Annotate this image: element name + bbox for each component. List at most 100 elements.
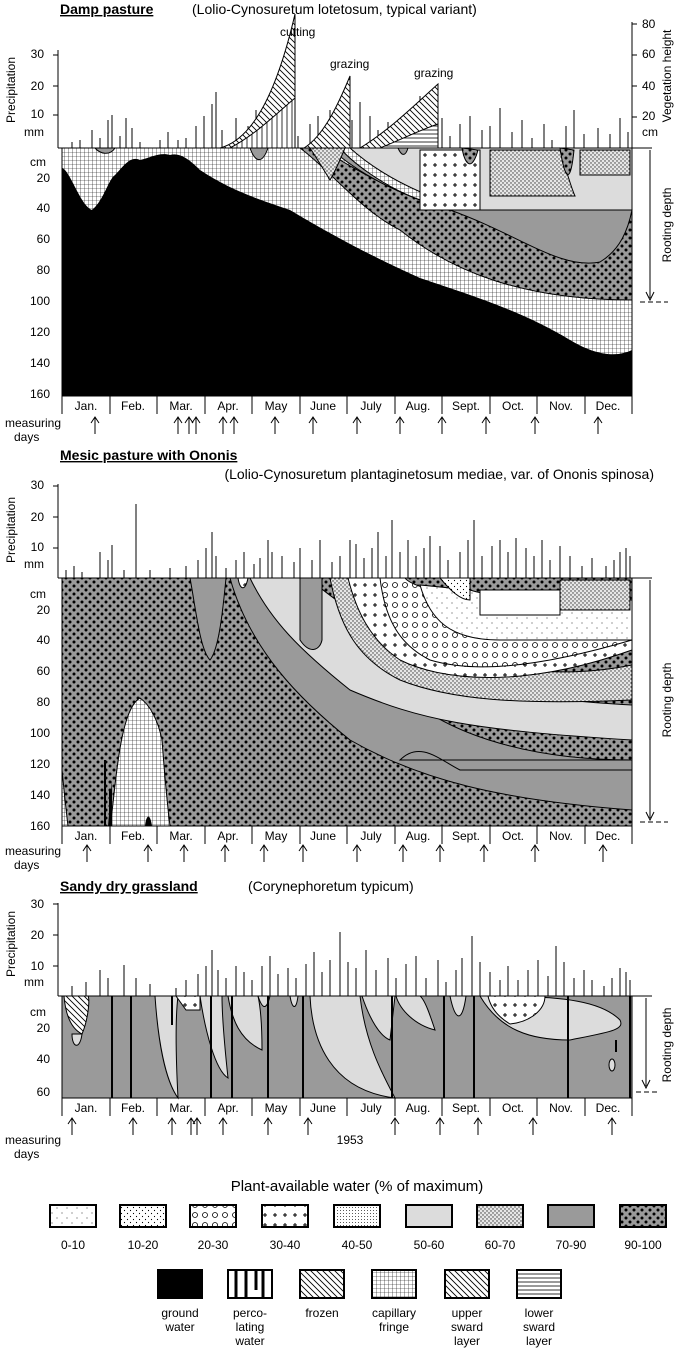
legend-label: sward bbox=[451, 1320, 483, 1334]
month-label: May bbox=[265, 399, 288, 413]
panel-2-subtitle: (Lolio-Cynosuretum plantaginetosum media… bbox=[224, 466, 654, 482]
legend-swatch-20-30 bbox=[189, 1204, 237, 1228]
month-label: Feb. bbox=[121, 399, 145, 413]
panel-1-title: Damp pasture bbox=[60, 1, 154, 17]
month-label: Dec. bbox=[596, 829, 621, 843]
legend-label: 90-100 bbox=[624, 1238, 662, 1252]
measuring-arrows-3 bbox=[67, 1117, 617, 1135]
depth-tick: 160 bbox=[30, 387, 50, 401]
legend-swatch-0-10 bbox=[49, 1204, 97, 1228]
rooting-label: Rooting depth bbox=[660, 1008, 674, 1083]
legend-label: ground bbox=[161, 1306, 198, 1320]
depth-tick: 20 bbox=[37, 1021, 51, 1035]
panel-mesic-pasture: Mesic pasture with Ononis (Lolio-Cynosur… bbox=[4, 447, 674, 872]
month-label: June bbox=[310, 829, 336, 843]
legend-swatch-10-20 bbox=[119, 1204, 167, 1228]
depth-tick: 100 bbox=[30, 726, 50, 740]
precip-tick: 10 bbox=[31, 959, 45, 973]
veg-unit: cm bbox=[642, 125, 658, 139]
depth-unit: cm bbox=[30, 587, 46, 601]
legend-label: layer bbox=[526, 1334, 552, 1348]
precip-tick: 30 bbox=[31, 897, 45, 911]
legend-swatch-70-90 bbox=[547, 1204, 595, 1228]
month-label: Oct. bbox=[502, 399, 524, 413]
legend-other-classes: ground water perco- lating water frozen … bbox=[157, 1269, 562, 1348]
legend-swatch-90-100 bbox=[619, 1204, 667, 1228]
legend-swatch-groundwater bbox=[157, 1269, 203, 1299]
veg-tick: 20 bbox=[642, 109, 656, 123]
depth-tick: 140 bbox=[30, 356, 50, 370]
month-label: June bbox=[310, 1101, 336, 1115]
legend: Plant-available water (% of maximum) 0-1… bbox=[49, 1178, 667, 1348]
legend-swatch-40-50 bbox=[333, 1204, 381, 1228]
month-label: May bbox=[265, 829, 288, 843]
depth-tick: 40 bbox=[37, 1052, 51, 1066]
depth-tick: 160 bbox=[30, 819, 50, 833]
veg-label: Vegetation height bbox=[660, 29, 674, 122]
month-label: Sept. bbox=[452, 829, 480, 843]
legend-label: water bbox=[234, 1334, 264, 1348]
month-label: Mar. bbox=[169, 1101, 192, 1115]
depth-tick: 40 bbox=[37, 633, 51, 647]
annotation-cutting: cutting bbox=[280, 25, 315, 39]
panel-3-title: Sandy dry grassland bbox=[60, 878, 198, 894]
depth-tick: 120 bbox=[30, 325, 50, 339]
groundwater-area bbox=[62, 154, 632, 396]
year-label: 1953 bbox=[337, 1133, 364, 1147]
panel-1-precip-label: Precipitation bbox=[4, 57, 18, 123]
measuring-arrows-1 bbox=[90, 416, 603, 434]
soil-profile-2 bbox=[61, 577, 633, 827]
measuring-label: measuring bbox=[5, 416, 61, 430]
legend-swatch-50-60 bbox=[405, 1204, 453, 1228]
precip-unit: mm bbox=[24, 975, 44, 989]
month-label: Jan. bbox=[75, 1101, 98, 1115]
month-label: July bbox=[360, 399, 381, 413]
depth-tick: 60 bbox=[37, 1085, 51, 1099]
measuring-label: days bbox=[14, 1147, 39, 1161]
rooting-label: Rooting depth bbox=[660, 663, 674, 738]
legend-label: perco- bbox=[233, 1306, 267, 1320]
panel-sandy-dry-grassland: Sandy dry grassland (Corynephoretum typi… bbox=[4, 878, 674, 1161]
precip-tick: 20 bbox=[31, 79, 45, 93]
depth-unit: cm bbox=[30, 155, 46, 169]
depth-tick: 60 bbox=[37, 232, 51, 246]
legend-label: layer bbox=[454, 1334, 480, 1348]
legend-title: Plant-available water (% of maximum) bbox=[231, 1178, 484, 1195]
precip-tick: 30 bbox=[31, 47, 45, 61]
legend-label: sward bbox=[523, 1320, 555, 1334]
legend-label: 20-30 bbox=[198, 1238, 229, 1252]
measuring-label: measuring bbox=[5, 1133, 61, 1147]
precip-tick: 30 bbox=[31, 478, 45, 492]
depth-tick: 20 bbox=[37, 603, 51, 617]
legend-swatch-lower-sward bbox=[516, 1269, 562, 1299]
soil-profile-3 bbox=[61, 995, 633, 1100]
month-axis-2: Jan. Feb. Mar. Apr. May June July Aug. S… bbox=[61, 825, 633, 844]
month-label: Jan. bbox=[75, 399, 98, 413]
measuring-label: days bbox=[14, 430, 39, 444]
depth-tick: 80 bbox=[37, 695, 51, 709]
panel-2-title: Mesic pasture with Ononis bbox=[60, 447, 238, 463]
depth-tick: 80 bbox=[37, 263, 51, 277]
measuring-label: days bbox=[14, 858, 39, 872]
depth-tick: 100 bbox=[30, 294, 50, 308]
panel-2-precip-label: Precipitation bbox=[4, 497, 18, 563]
measuring-label: measuring bbox=[5, 844, 61, 858]
month-label: Oct. bbox=[502, 1101, 524, 1115]
legend-label: 10-20 bbox=[128, 1238, 159, 1252]
month-axis-3: Jan. Feb. Mar. Apr. May June July Aug. S… bbox=[61, 1097, 633, 1116]
depth-unit: cm bbox=[30, 1005, 46, 1019]
precip-tick: 20 bbox=[31, 928, 45, 942]
month-axis-1: Jan. Feb. Mar. Apr. May June July Aug. S… bbox=[61, 395, 633, 414]
legend-label: 70-90 bbox=[556, 1238, 587, 1252]
month-label: Mar. bbox=[169, 399, 192, 413]
veg-grazing-wedge bbox=[302, 75, 351, 149]
legend-label: 0-10 bbox=[61, 1238, 85, 1252]
month-label: Dec. bbox=[596, 399, 621, 413]
month-label: Aug. bbox=[406, 1101, 431, 1115]
legend-label: 50-60 bbox=[414, 1238, 445, 1252]
panel-1-subtitle: (Lolio-Cynosuretum lotetosum, typical va… bbox=[192, 1, 477, 17]
depth-tick: 120 bbox=[30, 757, 50, 771]
legend-swatch-30-40 bbox=[261, 1204, 309, 1228]
month-label: May bbox=[265, 1101, 288, 1115]
